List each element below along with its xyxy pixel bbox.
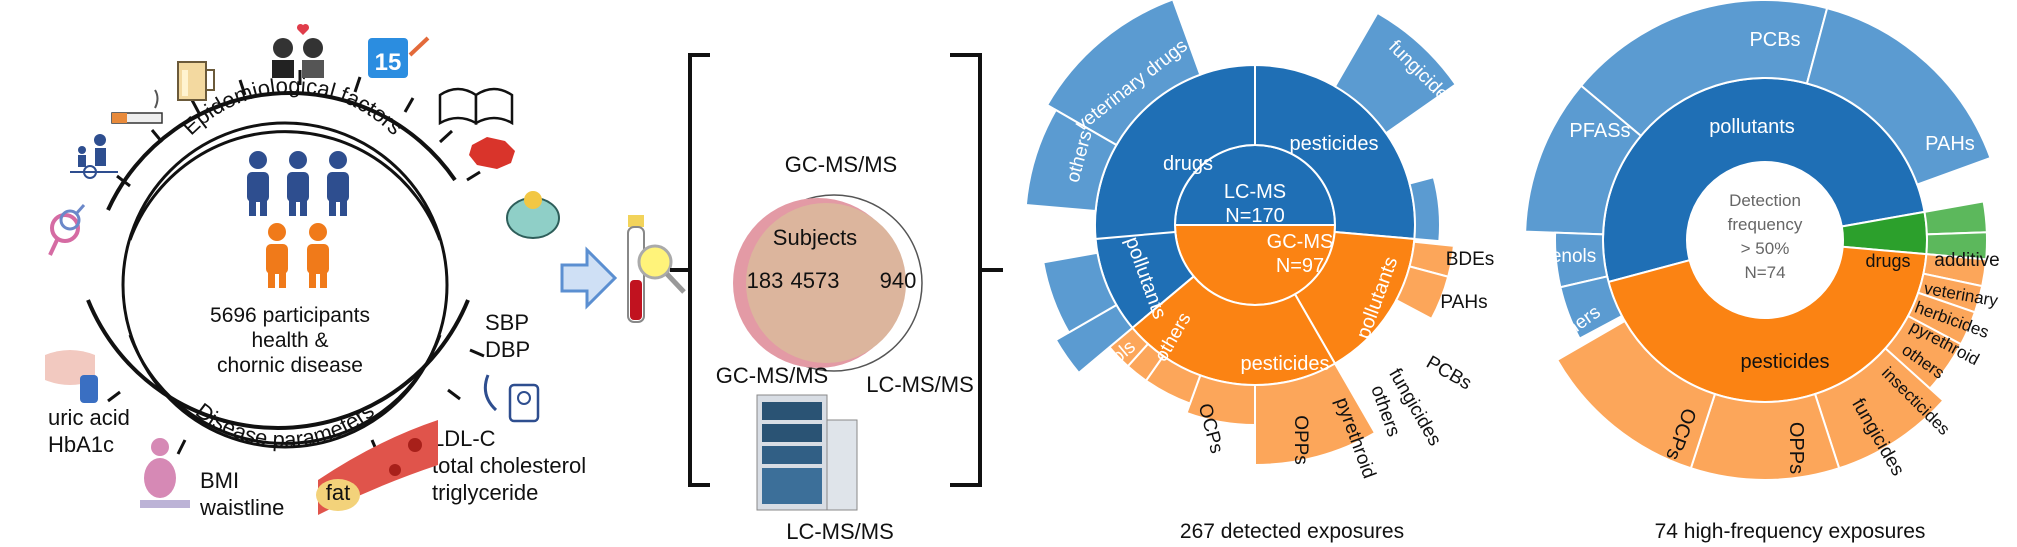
sb1-center-gc-2: N=97 bbox=[1276, 255, 1324, 277]
venn-subjects: Subjects bbox=[773, 225, 857, 250]
sb2-center-4: N=74 bbox=[1744, 263, 1785, 282]
sb1-pcbs: PCBs bbox=[1422, 352, 1475, 394]
sb2-caption: 74 high-frequency exposures bbox=[1655, 520, 1926, 543]
sb2-center-1: Detection bbox=[1729, 191, 1801, 210]
sb1-drugs: drugs bbox=[1163, 153, 1213, 175]
glucose-meter-icon bbox=[45, 350, 98, 403]
venn-center-count: 4573 bbox=[791, 268, 840, 293]
sb2-phenols-seg bbox=[1554, 231, 1609, 289]
venn-overlap bbox=[746, 203, 906, 363]
lcms-bottom-label: LC-MS/MS bbox=[786, 519, 894, 544]
sb2-additive-seg bbox=[1923, 200, 1988, 236]
sb1-center-gc-1: GC-MS bbox=[1267, 231, 1334, 253]
sb2-drugs: drugs bbox=[1865, 251, 1910, 271]
sb2-additive: additive bbox=[1934, 250, 2000, 271]
piggy-bank-icon bbox=[506, 191, 560, 239]
label-dbp: DBP bbox=[485, 337, 530, 362]
label-uric: uric acid bbox=[48, 405, 130, 430]
label-fat: fat bbox=[326, 480, 350, 505]
center-line-1: 5696 participants bbox=[210, 304, 370, 327]
sb1-lc-thin-seg bbox=[1408, 175, 1441, 243]
arc-ticks bbox=[107, 70, 485, 455]
gender-icon bbox=[48, 204, 86, 256]
label-waist: waistline bbox=[199, 495, 284, 520]
sb2-pcbs: PCBs bbox=[1749, 29, 1800, 51]
sb2-ocps-seg bbox=[1555, 319, 1717, 470]
label-hba1c: HbA1c bbox=[48, 432, 114, 457]
sb1-center-lc-2: N=170 bbox=[1225, 205, 1285, 227]
family-walk-icon bbox=[70, 134, 118, 179]
sb1-bdes: BDEs bbox=[1446, 249, 1495, 270]
calendar-number: 15 bbox=[375, 49, 402, 76]
china-map-icon bbox=[469, 137, 515, 169]
sb1-pahs-seg bbox=[1394, 265, 1450, 321]
sb1-pesticides-lc: pesticides bbox=[1290, 133, 1379, 155]
sb2-pahs-seg bbox=[1805, 6, 1992, 186]
couple-icon bbox=[272, 23, 324, 78]
sb2-phenols: phenols bbox=[1530, 246, 1597, 267]
sb1-center-lc-1: LC-MS bbox=[1224, 181, 1286, 203]
sb2-opps-seg bbox=[1689, 392, 1841, 481]
sb1-veterinary-drugs-seg bbox=[1045, 0, 1202, 147]
blood-tube-icon bbox=[627, 215, 686, 323]
sb2-pfass-seg bbox=[1524, 84, 1643, 236]
gcms-bottom-label: GC-MS/MS bbox=[716, 363, 828, 388]
beer-icon bbox=[177, 61, 215, 101]
sb1-pesticides-gc: pesticides bbox=[1241, 353, 1330, 375]
label-total-chol: total cholesterol bbox=[432, 453, 586, 478]
left-panel: Epidemiological factors Disease paramete… bbox=[45, 23, 586, 520]
center-line-3: chornic disease bbox=[217, 354, 363, 377]
sb2-pahs: PAHs bbox=[1925, 133, 1975, 155]
book-icon bbox=[438, 87, 514, 126]
sb2-others-poll-seg bbox=[1559, 275, 1624, 340]
sunburst-detected bbox=[1024, 0, 1458, 467]
venn-left-count: 183 bbox=[747, 268, 784, 293]
lcms-right-label: LC-MS/MS bbox=[866, 372, 974, 397]
sb1-ocps-seg bbox=[1254, 362, 1377, 467]
right-bracket bbox=[950, 53, 982, 487]
cigarette-icon bbox=[111, 89, 163, 124]
label-trig: triglyceride bbox=[432, 480, 538, 505]
label-bmi: BMI bbox=[200, 468, 239, 493]
band-bottom bbox=[128, 334, 442, 445]
blood-pressure-icon bbox=[483, 374, 540, 423]
sb2-pollutants: pollutants bbox=[1709, 116, 1795, 138]
body-weight-icon bbox=[140, 438, 190, 508]
sb1-phenols-seg bbox=[1042, 251, 1118, 334]
center-line-2: health & bbox=[251, 329, 328, 352]
sb2-center-3: > 50% bbox=[1741, 239, 1790, 258]
outer-arc-top bbox=[106, 91, 457, 211]
sb1-opps: OPPs bbox=[1290, 415, 1311, 465]
sb1-others-drugs-seg bbox=[1024, 108, 1118, 213]
gcms-top-label: GC-MS/MS bbox=[785, 152, 897, 177]
sb1-caption: 267 detected exposures bbox=[1180, 520, 1404, 543]
people-icon bbox=[247, 151, 349, 288]
left-bracket bbox=[688, 53, 710, 487]
instrument-icon bbox=[756, 394, 858, 511]
sunburst-high-frequency bbox=[1524, 0, 1992, 481]
arrow-icon bbox=[560, 246, 618, 310]
sb2-pfass: PFASs bbox=[1569, 120, 1630, 142]
sb1-fungicides-lc-seg bbox=[1333, 11, 1458, 135]
inner-circle bbox=[121, 121, 449, 449]
middle-panel: GC-MS/MS Subjects 183 4573 940 GC-MS/MS … bbox=[670, 53, 1003, 544]
blood-vessel-icon bbox=[316, 420, 438, 515]
sb2-opps: OPPs bbox=[1785, 422, 1807, 474]
calendar-icon: 15 bbox=[368, 36, 430, 78]
sb2-pesticides: pesticides bbox=[1741, 351, 1830, 373]
sb1-pahs: PAHs bbox=[1440, 292, 1487, 313]
sb2-center-2: frequency bbox=[1728, 215, 1803, 234]
arc-bottom-label: Disease parameters bbox=[191, 398, 379, 452]
band-top bbox=[128, 130, 442, 241]
label-ldl: LDL-C bbox=[432, 426, 496, 451]
label-sbp: SBP bbox=[485, 310, 529, 335]
arc-top-label: Epidemiological factors bbox=[177, 73, 408, 140]
venn-right-count: 940 bbox=[880, 268, 917, 293]
